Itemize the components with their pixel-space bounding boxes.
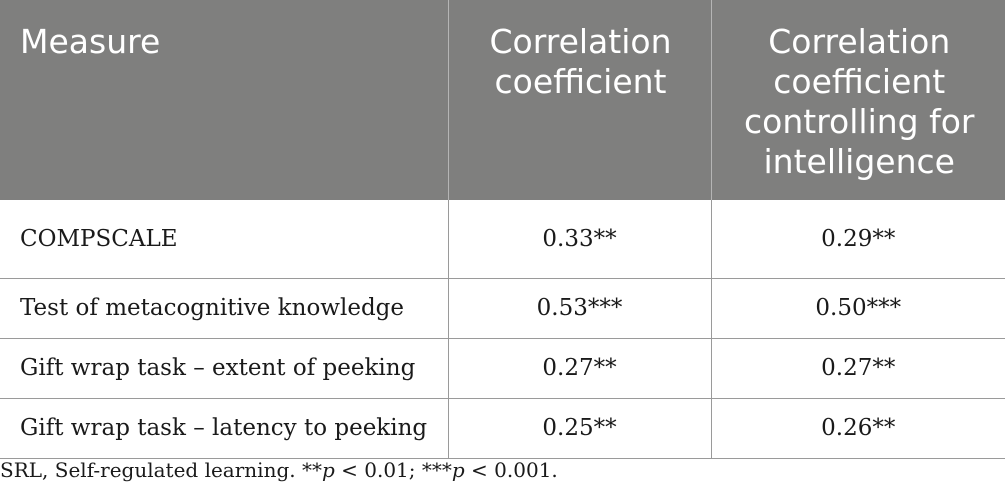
- footnote-text-3: < 0.001.: [464, 458, 558, 482]
- table-header: Measure Correlation coefficient Correlat…: [0, 0, 1005, 200]
- cell-correlation-controlled: 0.29**: [711, 200, 1005, 279]
- header-row: Measure Correlation coefficient Correlat…: [0, 0, 1005, 200]
- header-correlation: Correlation coefficient: [448, 0, 712, 200]
- cell-correlation: 0.53***: [448, 278, 712, 339]
- header-measure: Measure: [0, 0, 449, 200]
- table-row: Gift wrap task – extent of peeking 0.27*…: [0, 338, 1005, 399]
- cell-measure: Gift wrap task – latency to peeking: [0, 398, 449, 459]
- table-row: COMPSCALE 0.33** 0.29**: [0, 200, 1005, 279]
- cell-correlation: 0.33**: [448, 200, 712, 279]
- correlation-table: Measure Correlation coefficient Correlat…: [0, 0, 1005, 459]
- cell-measure: COMPSCALE: [0, 200, 449, 279]
- cell-correlation-controlled: 0.26**: [711, 398, 1005, 459]
- cell-correlation-controlled: 0.50***: [711, 278, 1005, 339]
- cell-measure: Gift wrap task – extent of peeking: [0, 338, 449, 399]
- cell-measure: Test of metacognitive knowledge: [0, 278, 449, 339]
- cell-correlation: 0.27**: [448, 338, 712, 399]
- footnote-p-symbol-2: p: [451, 458, 465, 482]
- table-body: COMPSCALE 0.33** 0.29** Test of metacogn…: [0, 200, 1005, 459]
- table-footnote: SRL, Self-regulated learning. **p < 0.01…: [0, 458, 558, 482]
- table-row: Test of metacognitive knowledge 0.53*** …: [0, 278, 1005, 339]
- table-row: Gift wrap task – latency to peeking 0.25…: [0, 398, 1005, 459]
- cell-correlation-controlled: 0.27**: [711, 338, 1005, 399]
- footnote-p-symbol-1: p: [321, 458, 335, 482]
- cell-correlation: 0.25**: [448, 398, 712, 459]
- header-correlation-controlled: Correlation coefficient controlling for …: [744, 22, 975, 181]
- footnote-text-2: < 0.01; ***: [334, 458, 452, 482]
- footnote-text-1: SRL, Self-regulated learning. **: [0, 458, 322, 482]
- correlation-table-container: Measure Correlation coefficient Correlat…: [0, 0, 1005, 459]
